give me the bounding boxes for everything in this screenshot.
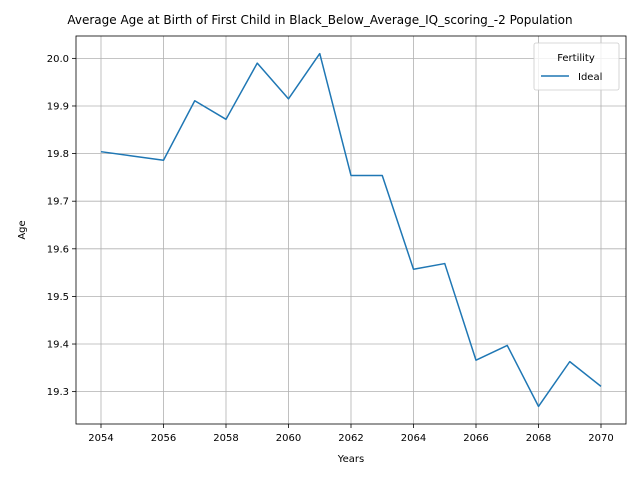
x-tick-label: 2062 (338, 433, 363, 444)
y-tick-label: 19.4 (47, 340, 69, 351)
legend-box (533, 42, 620, 91)
x-tick-label: 2066 (463, 433, 488, 444)
x-tick-label: 2054 (88, 433, 113, 444)
x-tick-label: 2058 (213, 433, 238, 444)
x-tick-label: 2070 (588, 433, 613, 444)
y-tick-label: 19.5 (47, 292, 69, 303)
x-tick-label: 2064 (401, 433, 426, 444)
y-tick-label: 20.0 (47, 54, 69, 65)
x-tick-label: 2060 (276, 433, 301, 444)
x-axis: 2054 2056 2058 2060 2062 2064 2066 2068 2070 (88, 424, 614, 444)
x-tick-label: 2068 (526, 433, 551, 444)
legend-title: Fertility (557, 53, 595, 64)
chart-title: Average Age at Birth of First Child in B… (67, 13, 572, 27)
grid-lines (76, 36, 626, 424)
legend-entry-ideal: Ideal (578, 72, 602, 83)
y-tick-label: 19.7 (47, 197, 69, 208)
x-tick-label: 2056 (151, 433, 176, 444)
y-axis: 19.3 19.4 19.5 19.6 19.7 19.8 19.9 20.0 (47, 54, 76, 398)
y-tick-label: 19.3 (47, 387, 69, 398)
legend: Fertility Ideal (533, 42, 620, 91)
y-tick-label: 19.8 (47, 149, 69, 160)
series-line-ideal (100, 52, 602, 408)
x-axis-label: Years (337, 454, 364, 465)
series-layer (100, 52, 602, 408)
y-tick-label: 19.6 (47, 244, 69, 255)
y-tick-label: 19.9 (47, 101, 69, 112)
y-axis-label: Age (17, 220, 28, 239)
